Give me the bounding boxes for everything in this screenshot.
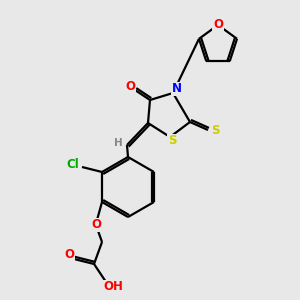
Text: N: N bbox=[172, 82, 182, 95]
Text: H: H bbox=[114, 138, 122, 148]
Text: Cl: Cl bbox=[67, 158, 80, 172]
Text: O: O bbox=[125, 80, 135, 94]
Text: O: O bbox=[64, 248, 74, 262]
Text: OH: OH bbox=[103, 280, 123, 293]
Text: S: S bbox=[211, 124, 219, 136]
Text: O: O bbox=[213, 19, 223, 32]
Text: S: S bbox=[168, 134, 176, 148]
Text: O: O bbox=[91, 218, 101, 232]
